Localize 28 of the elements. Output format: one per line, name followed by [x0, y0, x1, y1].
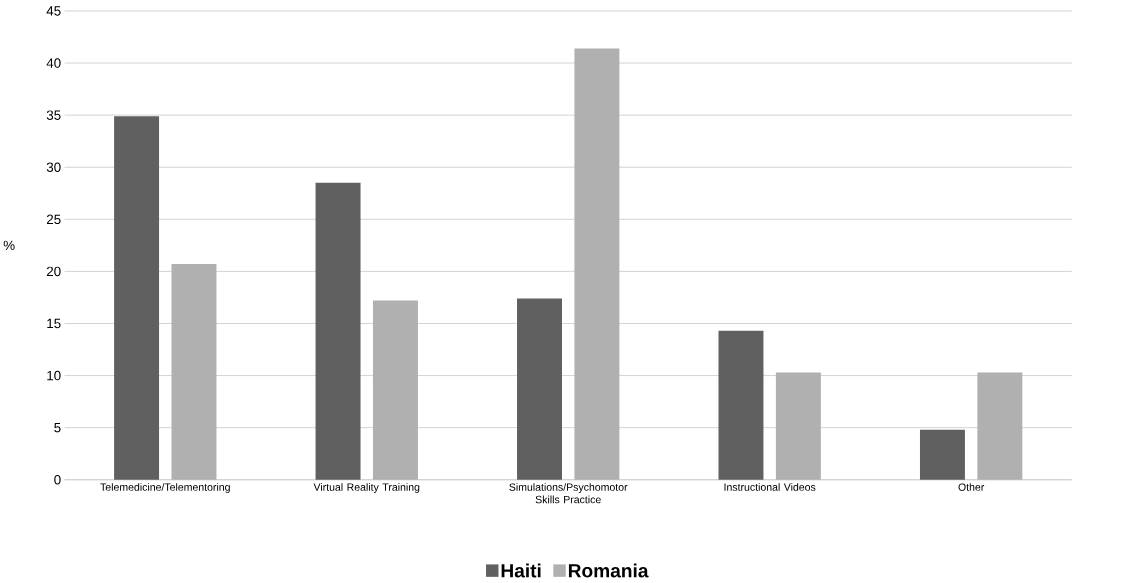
- legend-label: Haiti: [501, 563, 541, 578]
- y-tick-label: 20: [46, 266, 61, 277]
- bar: [775, 372, 821, 480]
- bar: [574, 48, 620, 480]
- bar: [718, 330, 764, 480]
- y-tick-label: 0: [54, 475, 61, 485]
- bar: [114, 116, 160, 480]
- bar: [372, 300, 418, 480]
- bar: [977, 372, 1023, 480]
- bar: [517, 298, 562, 480]
- bar: [315, 183, 361, 480]
- x-tick-label: Instructional Videos: [724, 483, 816, 492]
- x-tick-label: Simulations/Psychomotor Skills Practice: [509, 483, 628, 504]
- x-tick-label: Virtual Reality Training: [313, 483, 420, 494]
- y-tick-label: 15: [47, 319, 61, 329]
- y-tick-label: 35: [46, 110, 61, 121]
- x-tick-label: Telemedicine/Telementoring: [100, 483, 230, 494]
- y-tick-label: 30: [46, 162, 61, 173]
- x-tick-label: Other: [958, 483, 985, 492]
- bar: [171, 264, 217, 480]
- y-tick-label: 25: [46, 214, 61, 225]
- y-axis-title: %: [3, 240, 15, 251]
- legend-label: Romania: [568, 563, 649, 578]
- y-tick-label: 45: [46, 6, 61, 16]
- bar: [919, 429, 965, 480]
- y-tick-label: 5: [54, 423, 61, 433]
- y-tick-label: 10: [47, 371, 61, 381]
- y-tick-label: 40: [46, 58, 61, 68]
